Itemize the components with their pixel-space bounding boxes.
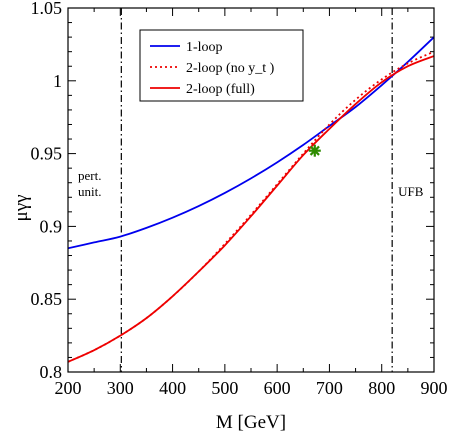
y-tick-label: 1.05 <box>31 0 63 18</box>
legend-label: 2-loop (full) <box>186 82 255 97</box>
y-axis-title: μγγ <box>11 195 32 222</box>
x-tick-label: 300 <box>107 378 134 398</box>
y-tick-label: 0.8 <box>40 362 63 382</box>
x-tick-label: 700 <box>316 378 343 398</box>
vertical-reference-lines: pert.unit. UFB <box>78 8 424 372</box>
series-line <box>68 50 434 363</box>
series-line <box>68 36 434 250</box>
x-tick-label: 500 <box>211 378 238 398</box>
legend: 1-loop 2-loop (no y_t ) 2-loop (full) <box>139 29 304 102</box>
y-tick-label: 0.95 <box>31 144 63 164</box>
x-axis-title: M [GeV] <box>216 412 286 433</box>
x-tick-label: 200 <box>55 378 82 398</box>
y-tick-label: 0.85 <box>31 289 63 309</box>
axis-tick-labels: 200 300 400 500 600 700 800 900 0.8 0.85 0.9 0.95 1 1… <box>31 0 448 398</box>
vertical-line-annotation: UFB <box>398 184 424 199</box>
y-tick-label: 0.9 <box>40 216 63 236</box>
x-tick-label: 900 <box>421 378 448 398</box>
legend-box <box>139 29 304 102</box>
y-tick-label: 1 <box>53 71 62 91</box>
star-marker <box>308 144 321 157</box>
axis-ticks <box>67 7 435 373</box>
legend-label: 1-loop <box>186 40 223 55</box>
marker-layer <box>308 144 321 157</box>
vertical-line-annotation: unit. <box>78 184 101 199</box>
series-layer <box>68 36 434 363</box>
vertical-line-annotation: pert. <box>78 168 101 183</box>
x-tick-label: 400 <box>159 378 186 398</box>
x-tick-label: 600 <box>264 378 291 398</box>
series-line <box>68 55 434 363</box>
legend-label: 2-loop (no y_t ) <box>186 61 275 76</box>
x-tick-label: 800 <box>368 378 395 398</box>
plot-frame <box>67 7 435 373</box>
